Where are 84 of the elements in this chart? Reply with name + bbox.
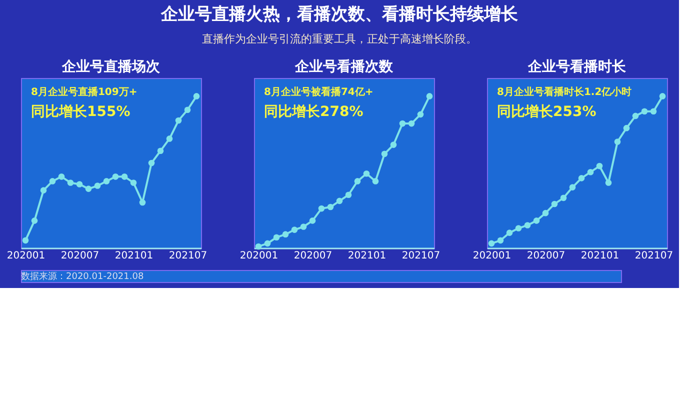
chart-title: 企业号看播时长 (527, 58, 627, 75)
point (255, 243, 262, 250)
point (345, 192, 352, 198)
x-tick-label: 202001 (240, 250, 278, 262)
point (381, 150, 388, 158)
point (542, 210, 549, 216)
point (650, 108, 657, 115)
x-tick-label: 202001 (472, 250, 512, 262)
point (31, 218, 38, 224)
point (76, 181, 83, 188)
x-tick-label: 202007 (60, 250, 100, 262)
point (632, 112, 639, 120)
point (390, 142, 397, 148)
chart-title: 企业号看播次数 (294, 58, 394, 75)
point (130, 180, 137, 186)
point (426, 93, 433, 100)
point (309, 218, 316, 224)
point (112, 174, 119, 180)
x-tick-label: 202107 (168, 250, 208, 262)
x-tick-label: 202007 (294, 250, 332, 262)
x-tick-label: 202001 (6, 250, 46, 262)
annotation: 8月企业号直播109万+ (31, 86, 138, 98)
point (121, 174, 128, 180)
point (354, 178, 361, 184)
point (659, 93, 666, 100)
point (363, 170, 370, 177)
annotation: 同比增长253% (497, 104, 596, 120)
point (417, 111, 424, 118)
x-tick-label: 202101 (348, 250, 386, 262)
point (175, 117, 182, 124)
text: 企业号直播火热，看播次数、看播时长持续增长 (160, 4, 519, 24)
annotation: 8月企业号看播时长1.2亿小时 (497, 86, 632, 98)
point (49, 178, 56, 184)
point (560, 194, 567, 202)
point (578, 175, 585, 182)
point (515, 225, 522, 232)
point (139, 199, 146, 206)
x-tick-label: 202007 (526, 250, 566, 262)
point (587, 168, 594, 176)
point (614, 138, 621, 145)
point (58, 174, 65, 180)
point (22, 237, 29, 244)
point (67, 180, 74, 186)
point (605, 180, 612, 186)
point (399, 120, 406, 127)
point (40, 187, 47, 194)
point (596, 162, 603, 170)
point (524, 222, 531, 228)
point (623, 124, 630, 132)
chart-title: 企业号直播场次 (61, 59, 161, 75)
point (300, 224, 307, 230)
point (103, 178, 110, 184)
x-tick-label: 202101 (580, 250, 620, 262)
source-note: 数据来源：2020.01-2021.08 (21, 271, 144, 282)
x-tick-label: 202107 (634, 250, 674, 262)
x-tick-label: 202107 (402, 250, 440, 262)
point (569, 184, 576, 190)
point (148, 160, 155, 166)
annotation: 同比增长278% (264, 104, 364, 120)
point (282, 231, 289, 238)
point (551, 200, 558, 208)
point (85, 186, 92, 192)
point (273, 234, 280, 241)
point (264, 240, 271, 247)
point (408, 120, 415, 127)
point (533, 218, 540, 224)
point (193, 93, 200, 100)
text: 直播作为企业号引流的重要工具，正处于高速增长阶段。 (202, 32, 477, 46)
point (184, 106, 191, 114)
point (497, 237, 504, 244)
point (372, 178, 379, 184)
point (318, 205, 325, 212)
point (327, 204, 334, 210)
point (157, 148, 164, 154)
annotation: 同比增长155% (31, 104, 130, 120)
annotation: 8月企业号被看播74亿+ (264, 86, 374, 98)
point (336, 198, 343, 204)
point (488, 240, 495, 247)
point (291, 226, 298, 233)
point (641, 108, 648, 115)
x-tick-label: 202101 (114, 250, 154, 262)
point (94, 182, 101, 189)
point (166, 136, 173, 142)
point (506, 230, 513, 236)
